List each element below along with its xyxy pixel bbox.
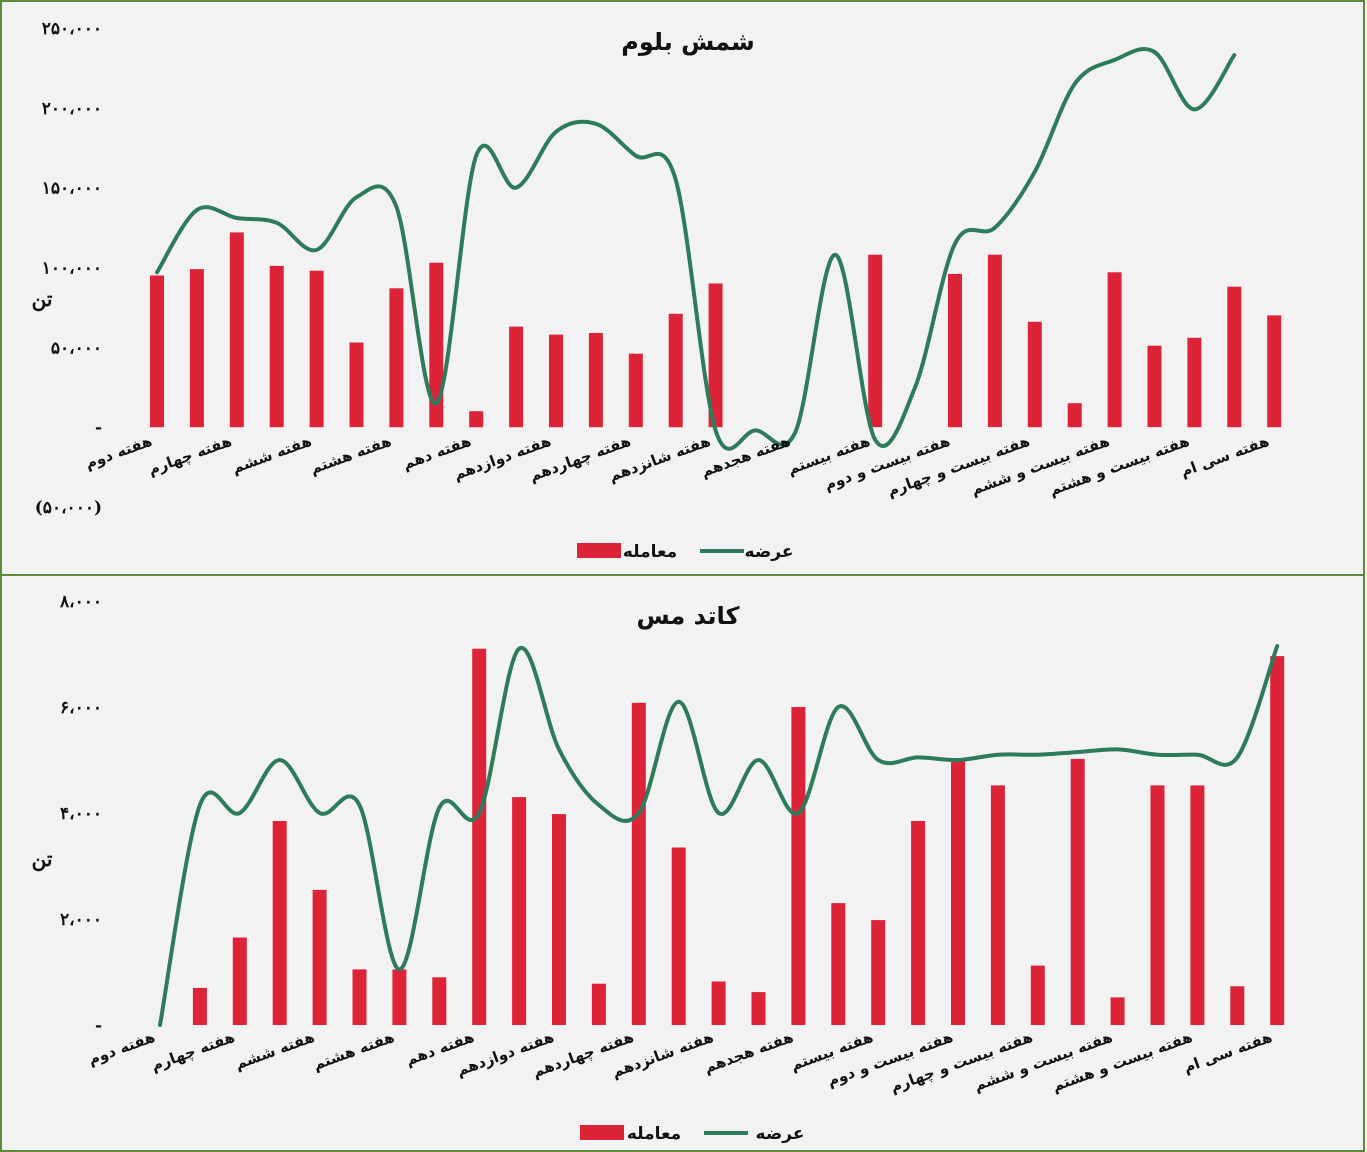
bar-mark (911, 821, 926, 1025)
x-tick-label: هفته هشتم (308, 432, 394, 478)
chart-title: کاتد مس (637, 602, 740, 630)
x-tick-label: هفته بیست و ششم (969, 432, 1112, 499)
bar-mark (1230, 986, 1245, 1025)
y-tick-label: ۱۵۰،۰۰۰ (42, 179, 102, 199)
bar-mark (1067, 403, 1082, 428)
chart-panel-steel-bloom (0, 0, 1365, 576)
bar-mark (1150, 785, 1165, 1025)
bar-mark (552, 814, 566, 1025)
bar-mark (791, 707, 806, 1025)
bar-mark (512, 797, 527, 1025)
bar-mark (591, 983, 606, 1025)
bar-mark (990, 785, 1005, 1025)
bar-mark (1110, 997, 1125, 1025)
bar-mark (189, 269, 204, 428)
bar-mark (668, 313, 683, 428)
bar-mark (272, 821, 287, 1025)
bar-mark (1030, 965, 1045, 1025)
bar-mark (1187, 337, 1202, 428)
bar-mark (671, 847, 686, 1025)
y-tick-label: (۵۰،۰۰۰) (35, 498, 102, 518)
bar-mark (708, 283, 723, 428)
legend: معامله عرضه (580, 1124, 804, 1144)
y-tick-label: ۲۵۰،۰۰۰ (42, 19, 102, 39)
bar-mark (871, 920, 886, 1025)
legend-swatch-bar (577, 543, 621, 558)
y-tick-label: ۱۰۰،۰۰۰ (42, 259, 102, 279)
y-tick-label: ۸،۰۰۰ (59, 592, 102, 612)
bar-mark (1027, 321, 1042, 428)
legend-label-line: عرضه (745, 542, 794, 562)
y-tick-label: ۶،۰۰۰ (60, 698, 102, 718)
bar-mark (472, 648, 487, 1025)
bar-mark (588, 333, 603, 428)
bar-mark (392, 969, 407, 1025)
bar-mark (751, 992, 766, 1025)
bar-mark (1190, 785, 1205, 1025)
bar-mark (631, 702, 646, 1025)
bar-mark (868, 254, 883, 428)
bar-mark (628, 353, 643, 428)
legend-swatch-bar (580, 1125, 624, 1140)
bar-mark (951, 760, 965, 1025)
bar-mark (987, 254, 1002, 428)
bar-mark (232, 937, 247, 1025)
bar-mark (1070, 758, 1085, 1025)
bar-mark (1267, 315, 1282, 428)
bar-mark (269, 265, 284, 428)
bar-mark (1147, 345, 1162, 428)
bar-mark (389, 288, 404, 428)
legend-label-line: عرضه (756, 1124, 805, 1144)
bar-mark (1270, 656, 1285, 1025)
bar-mark (948, 273, 962, 428)
x-tick-label: هفته هشتم (311, 1028, 397, 1074)
bar-mark (831, 903, 846, 1025)
x-tick-label: هفته سی ام (1181, 1028, 1274, 1077)
bar-mark (432, 977, 447, 1025)
bar-mark (469, 411, 484, 428)
x-tick-label: هفته ششم (229, 432, 314, 477)
y-axis-unit: تن (32, 287, 53, 312)
bar-mark (549, 334, 563, 428)
y-tick-label: - (95, 418, 102, 438)
y-tick-label: ۵۰،۰۰۰ (51, 338, 102, 358)
x-tick-label: هفته سی ام (1178, 432, 1271, 481)
y-axis-unit: تن (32, 847, 53, 872)
y-tick-label: ۲،۰۰۰ (60, 910, 102, 930)
legend-label-bar: معامله (627, 1124, 681, 1144)
x-tick-label: هفته هجدهم (699, 432, 793, 481)
bar-mark (509, 326, 524, 428)
bar-mark (1227, 286, 1242, 428)
y-tick-label: ۲۰۰،۰۰۰ (42, 99, 102, 119)
x-tick-label: هفته بیست و ششم (972, 1028, 1115, 1095)
x-tick-label: هفته چهارم (146, 432, 235, 480)
x-tick-label: هفته بیست و هشتم (1047, 432, 1192, 499)
x-tick-label: هفته دوم (83, 432, 155, 473)
bar-mark (150, 275, 164, 428)
bar-mark (309, 270, 324, 428)
steel-bloom-chart: شمش بلوم تن ۲۵۰،۰۰۰ ۲۰۰،۰۰۰ ۱۵۰،۰۰۰ ۱۰۰،۰۰۰… (32, 19, 1282, 562)
x-tick-label: هفته هجدهم (702, 1028, 796, 1077)
x-tick-label: هفته ششم (232, 1028, 317, 1073)
bar-mark (312, 889, 327, 1025)
bar-mark (711, 981, 726, 1025)
bar-mark (349, 342, 364, 428)
bar-mark (429, 262, 444, 428)
series-line (158, 644, 1280, 1027)
y-tick-label: ۴،۰۰۰ (60, 804, 102, 824)
x-tick-label: هفته چهارم (149, 1028, 238, 1076)
bar-mark (352, 969, 367, 1025)
y-tick-label: - (95, 1016, 102, 1036)
bar-mark (1107, 272, 1122, 428)
legend: معامله عرضه (577, 542, 793, 562)
bar-mark (229, 232, 244, 428)
series-line (155, 46, 1237, 451)
bar-mark (192, 987, 207, 1025)
chart-title: شمش بلوم (621, 28, 754, 56)
legend-label-bar: معامله (623, 542, 677, 562)
x-tick-label: هفته بیست و هشتم (1050, 1028, 1195, 1095)
